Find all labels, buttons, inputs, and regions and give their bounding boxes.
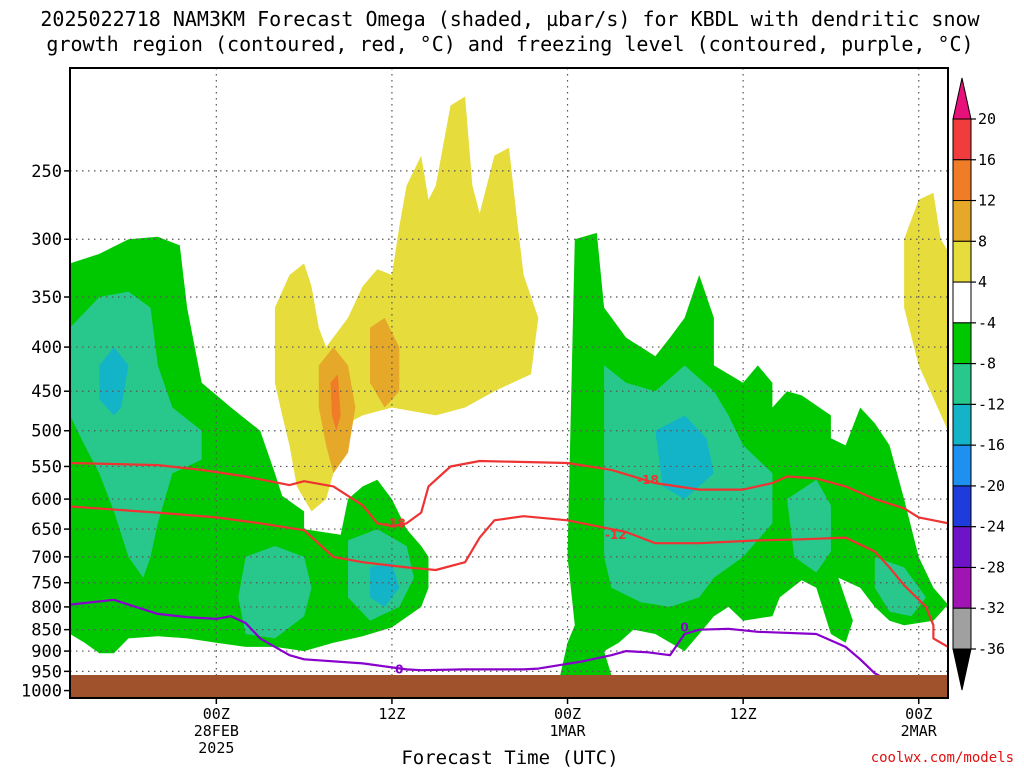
y-tick-label-900: 900 bbox=[31, 642, 62, 662]
contour-line-1 bbox=[70, 505, 948, 649]
colorbar-segment-8 bbox=[952, 444, 972, 487]
colorbar-segment-2 bbox=[952, 200, 972, 242]
colorbar-bottom-arrow bbox=[952, 648, 972, 691]
y-tick-label-750: 750 bbox=[31, 574, 62, 594]
contour-lines: -18 -18 -12 0 0 bbox=[70, 459, 948, 686]
contour-label-1-0: -12 bbox=[605, 528, 627, 542]
x-tick-label-48-1: 2MAR bbox=[901, 722, 938, 740]
colorbar-label-13: -36 bbox=[978, 640, 1005, 658]
colorbar-label-7: -12 bbox=[978, 395, 1005, 413]
colorbar-segment-5 bbox=[952, 322, 972, 365]
y-tick-label-300: 300 bbox=[31, 230, 62, 250]
colorbar-label-8: -16 bbox=[978, 436, 1005, 454]
omega-patch-10 bbox=[874, 556, 926, 617]
y-tick-label-500: 500 bbox=[31, 422, 62, 442]
contour-label-0-1: -18 bbox=[637, 473, 659, 487]
colorbar-segment-11 bbox=[952, 566, 972, 609]
colorbar-label-5: -4 bbox=[978, 314, 996, 332]
x-tick-label-0-0: 00Z bbox=[203, 705, 230, 723]
omega-patch-12 bbox=[904, 192, 948, 431]
contour-line-2 bbox=[70, 598, 905, 686]
colorbar-label-4: 4 bbox=[978, 273, 987, 291]
colorbar-segment-6 bbox=[952, 363, 972, 405]
credit-text: coolwx.com/models bbox=[871, 750, 1014, 766]
colorbar-segment-1 bbox=[952, 159, 972, 202]
colorbar-label-9: -20 bbox=[978, 477, 1005, 495]
colorbar-segment-0 bbox=[952, 118, 972, 161]
contour-label-0-0: -18 bbox=[384, 516, 406, 530]
y-tick-label-850: 850 bbox=[31, 621, 62, 641]
colorbar-label-1: 16 bbox=[978, 151, 996, 169]
omega-patch-0 bbox=[70, 236, 429, 654]
x-tick-label-24-0: 00Z bbox=[554, 705, 581, 723]
omega-shading bbox=[70, 96, 948, 678]
colorbar-label-2: 12 bbox=[978, 192, 996, 210]
y-tick-label-650: 650 bbox=[31, 520, 62, 540]
colorbar-label-10: -24 bbox=[978, 518, 1005, 536]
chart-title-line-2: growth region (contoured, red, °C) and f… bbox=[46, 32, 973, 56]
omega-patch-14 bbox=[330, 374, 341, 431]
y-tick-label-800: 800 bbox=[31, 598, 62, 618]
colorbar-label-3: 8 bbox=[978, 232, 987, 250]
x-tick-label-12-0: 12Z bbox=[378, 705, 405, 723]
colorbar-label-12: -32 bbox=[978, 599, 1005, 617]
y-tick-label-700: 700 bbox=[31, 548, 62, 568]
colorbar-label-0: 20 bbox=[978, 110, 996, 128]
omega-patch-15 bbox=[370, 317, 400, 408]
plot-frame bbox=[69, 67, 949, 699]
colorbar: 20 16 12 8 4 -4 -8 -12 -16 -20 -24 -28 -32 -36 bbox=[952, 77, 1005, 691]
y-tick-label-400: 400 bbox=[31, 338, 62, 358]
colorbar-segment-9 bbox=[952, 485, 972, 528]
y-tick-label-600: 600 bbox=[31, 490, 62, 510]
x-tick-label-24-1: 1MAR bbox=[549, 722, 586, 740]
contour-label-2-0: 0 bbox=[395, 662, 403, 676]
colorbar-segment-3 bbox=[952, 240, 972, 283]
chart-title-line-1: 2025022718 NAM3KM Forecast Omega (shaded… bbox=[40, 7, 980, 31]
contour-label-2-1: 0 bbox=[680, 620, 688, 634]
omega-patch-4 bbox=[99, 347, 129, 416]
y-tick-label-250: 250 bbox=[31, 162, 62, 182]
x-tick-label-0-1: 28FEB bbox=[194, 722, 239, 740]
y-axis-ticks: 2503003504004505005506006507007508008509… bbox=[21, 162, 70, 702]
y-tick-label-550: 550 bbox=[31, 457, 62, 477]
x-axis-label: Forecast Time (UTC) bbox=[401, 747, 618, 768]
omega-patch-9 bbox=[787, 479, 831, 573]
x-tick-label-0-2: 2025 bbox=[198, 739, 234, 757]
colorbar-label-11: -28 bbox=[978, 558, 1005, 576]
x-tick-label-48-0: 00Z bbox=[905, 705, 932, 723]
y-tick-label-450: 450 bbox=[31, 382, 62, 402]
x-tick-label-36-0: 12Z bbox=[730, 705, 757, 723]
y-tick-label-1000: 1000 bbox=[21, 682, 62, 702]
colorbar-segment-10 bbox=[952, 526, 972, 568]
omega-patch-2 bbox=[238, 546, 312, 639]
grid-lines bbox=[70, 68, 948, 698]
y-tick-label-350: 350 bbox=[31, 288, 62, 308]
contour-line-0 bbox=[70, 459, 948, 528]
y-tick-label-950: 950 bbox=[31, 662, 62, 682]
terrain-ground bbox=[70, 675, 948, 698]
colorbar-segment-7 bbox=[952, 403, 972, 446]
omega-patch-8 bbox=[655, 415, 714, 500]
colorbar-segment-4 bbox=[952, 281, 972, 324]
colorbar-label-6: -8 bbox=[978, 355, 996, 373]
colorbar-top-arrow bbox=[952, 77, 972, 120]
colorbar-segment-12 bbox=[952, 607, 972, 650]
